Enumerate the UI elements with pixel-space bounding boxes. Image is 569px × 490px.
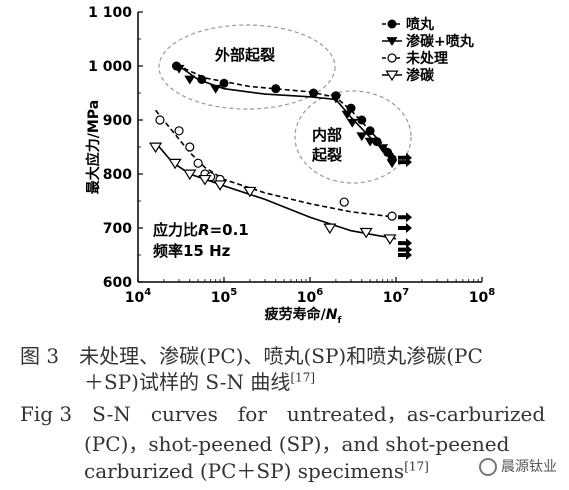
marker-filled-circle [271,84,281,94]
y-axis-label: 最大应力/MPa [85,100,102,194]
marker-open-circle [174,126,184,136]
marker-filled-triangle [330,94,342,104]
runout-arrow [398,238,412,249]
marker-filled-triangle [364,137,376,147]
marker-open-triangle [359,227,373,239]
runout-arrow [398,157,412,168]
x-tick-exponent: 8 [488,287,495,298]
x-tick-exponent: 4 [144,287,151,298]
x-tick-label: 107 [383,287,409,306]
marker-open-triangle [198,174,212,186]
marker-filled-circle [365,126,375,136]
region-ellipses [158,24,412,184]
x-tick-label: 108 [469,287,495,306]
annotation-outer-initiation: 外部起裂 [214,46,275,64]
runout-arrow [398,212,412,223]
legend-label: 渗碳 [406,67,435,84]
x-axis-label-var: N [326,307,338,323]
marker-filled-triangle [386,37,398,46]
y-tick-label: 700 [103,221,132,237]
marker-filled-triangle [184,75,196,85]
watermark-text: 晨源钛业 [501,459,557,475]
legend-label: 未处理 [406,50,448,67]
marker-filled-triangle [173,64,185,74]
annotation-stress-ratio: 应力比R=0.1 [153,221,249,239]
marker-open-circle [387,53,397,63]
marker-open-triangle [383,234,397,245]
caption-en-line1: Fig 3 S-N curves for untreated，as-carbur… [20,402,546,426]
marker-open-triangle [385,70,399,82]
marker-filled-circle [357,115,367,125]
marker-open-circle [339,197,349,207]
marker-filled-circle [309,88,319,98]
curve-series-0 [176,64,397,158]
x-axis-label: 疲劳寿命/Nf [265,306,342,326]
stress-ratio-var: R [198,221,210,239]
marker-open-circle [193,158,203,168]
stress-ratio-suffix: =0.1 [210,221,249,239]
marker-filled-circle [219,78,229,88]
x-tick-label: 106 [297,287,323,306]
caption-en-line3: carburized (PC＋SP) specimens[17] [84,459,429,483]
marker-filled-triangle [356,132,368,142]
y-tick-label: 800 [103,167,132,183]
stress-ratio-prefix: 应力比 [153,221,198,239]
axes [137,11,483,283]
y-tick-label: 1 000 [88,59,132,75]
caption-cn-line1: 图 3 未处理、渗碳(PC)、喷丸(SP)和喷丸渗碳(PC [20,344,483,368]
annotation-inner-line1: 内部 [312,126,342,144]
marker-filled-triangle [346,118,358,128]
marker-filled-triangle [386,159,398,169]
x-axis-label-sub: f [337,316,341,326]
marker-filled-triangle [341,110,353,120]
wechat-logo-icon [479,458,497,476]
caption-cn-line2: ＋SP)试样的 S-N 曲线[17] [84,370,316,394]
x-tick-exponent: 6 [316,287,323,298]
inner-initiation-ellipse [294,90,412,184]
marker-filled-triangle [377,144,389,154]
x-axis-label-prefix: 疲劳寿命/ [265,306,327,323]
data-points [148,61,398,245]
marker-open-triangle [168,158,182,170]
caption-en-line2: (PC)，shot-peened (SP)，and shot-peened [84,432,510,456]
caption-cn-ref: [17] [290,370,316,385]
runout-arrow [398,223,412,233]
marker-filled-circle [197,75,207,84]
marker-open-triangle [213,180,227,191]
annotation-frequency: 频率15 Hz [153,242,231,260]
runout-arrows [398,152,412,260]
runout-arrow [398,250,412,260]
marker-filled-circle [383,147,393,157]
marker-open-triangle [323,223,337,235]
marker-open-circle [155,115,165,125]
caption-en-ref: [17] [404,459,429,474]
outer-initiation-ellipse [158,24,336,110]
annotation-inner-line2: 起裂 [311,146,342,164]
marker-filled-circle [387,19,397,29]
marker-filled-circle [372,137,382,147]
marker-open-triangle [183,169,197,181]
curve-series-1 [178,65,397,163]
watermark: 晨源钛业 [479,456,557,476]
marker-filled-circle [346,103,356,113]
legend-label: 喷丸 [406,16,435,33]
x-tick-exponent: 5 [230,287,237,298]
legend-label: 渗碳+喷丸 [406,33,475,50]
x-tick-label: 105 [211,287,237,306]
marker-open-triangle [243,186,257,198]
marker-open-circle [387,211,397,221]
marker-filled-triangle [210,84,222,94]
x-tick-exponent: 7 [402,287,409,298]
y-tick-label: 900 [103,113,132,129]
marker-open-circle [185,142,195,152]
y-tick-label: 1 100 [88,5,132,21]
marker-open-triangle [148,142,163,154]
y-tick-label: 600 [103,275,132,291]
